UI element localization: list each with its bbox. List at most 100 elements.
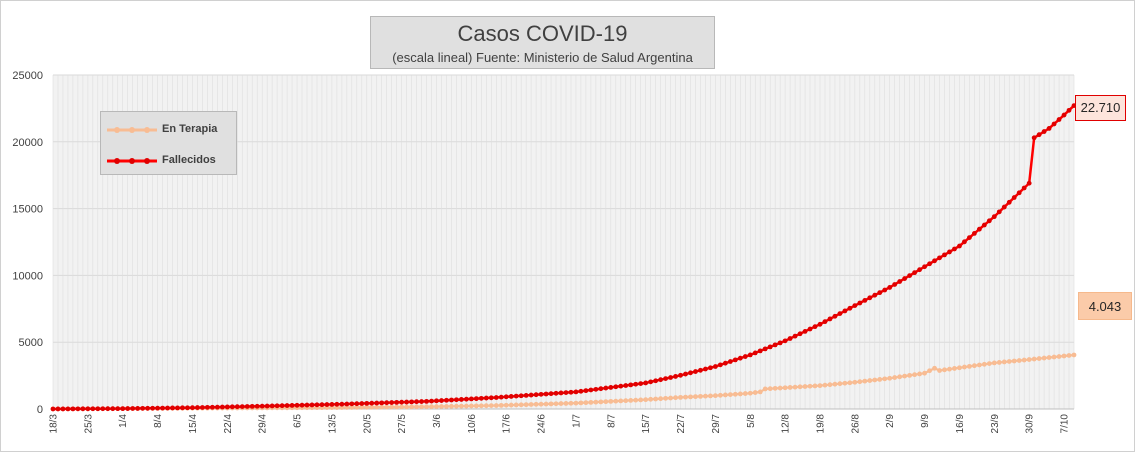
callout-en-terapia: 4.043 [1078,292,1132,320]
data-point-en-terapia [573,400,579,406]
data-point-en-terapia [339,405,345,410]
data-point-fallecidos [498,394,504,400]
data-point-en-terapia [1001,359,1007,365]
data-point-fallecidos [533,392,539,398]
data-point-en-terapia [384,404,390,410]
data-point-en-terapia [737,391,743,397]
data-point-en-terapia [593,399,599,405]
data-point-en-terapia [698,393,703,399]
x-tick-label: 22/4 [223,414,234,434]
data-point-fallecidos [658,377,664,383]
data-point-fallecidos [439,398,444,403]
data-point-fallecidos [772,342,778,348]
data-point-fallecidos [234,404,240,410]
data-point-en-terapia [937,368,942,373]
data-point-fallecidos [553,390,559,396]
x-tick-label: 16/9 [955,414,966,434]
data-point-fallecidos [757,348,763,354]
x-tick-label: 19/8 [815,414,826,434]
data-point-fallecidos [708,365,713,371]
data-point-fallecidos [897,279,903,284]
data-point-fallecidos [389,400,395,405]
x-tick-label: 13/5 [327,414,338,434]
data-point-en-terapia [663,395,668,401]
data-point-fallecidos [1041,129,1047,134]
data-point-en-terapia [523,402,529,408]
data-point-fallecidos [309,402,315,408]
data-point-fallecidos [742,354,748,359]
data-point-en-terapia [483,403,489,409]
x-tick-label: 8/7 [606,414,617,428]
data-point-en-terapia [478,403,484,409]
data-point-en-terapia [533,401,539,407]
data-point-fallecidos [140,405,146,411]
data-point-en-terapia [578,400,584,406]
data-point-en-terapia [553,401,559,407]
data-point-fallecidos [244,404,250,409]
data-point-en-terapia [379,404,385,410]
data-point-fallecidos [986,218,992,224]
data-point-fallecidos [513,393,519,399]
data-point-en-terapia [369,404,375,410]
data-point-fallecidos [324,402,330,407]
data-point-fallecidos [802,329,808,334]
data-point-fallecidos [399,399,405,405]
chart-subtitle: (escala lineal) Fuente: Ministerio de Sa… [392,50,693,65]
data-point-en-terapia [832,381,838,387]
data-point-en-terapia [1071,352,1077,358]
data-point-fallecidos [902,276,908,281]
data-point-fallecidos [518,393,524,399]
data-point-fallecidos [329,402,335,407]
data-point-en-terapia [708,393,713,399]
x-tick-label: 25/3 [83,414,94,434]
data-point-en-terapia [518,402,524,408]
data-point-en-terapia [996,360,1002,365]
data-point-fallecidos [145,405,151,411]
data-point-fallecidos [444,397,449,403]
data-point-fallecidos [319,402,325,408]
data-point-fallecidos [957,243,962,249]
data-point-en-terapia [892,375,898,380]
x-tick-label: 1/7 [571,414,582,428]
data-point-en-terapia [459,403,464,409]
data-point-en-terapia [354,404,360,410]
data-point-en-terapia [608,398,614,404]
data-point-fallecidos [424,398,429,404]
data-point-fallecidos [1056,117,1062,122]
legend-label-en-terapia: En Terapia [162,123,218,135]
data-point-en-terapia [424,404,429,410]
data-point-fallecidos [583,388,589,394]
data-point-en-terapia [902,373,908,379]
data-point-fallecidos [922,264,927,270]
data-point-fallecidos [1031,135,1037,141]
data-point-fallecidos [454,397,459,403]
data-point-en-terapia [693,394,698,400]
data-point-fallecidos [912,270,918,276]
data-point-fallecidos [264,403,270,409]
data-point-en-terapia [772,385,778,391]
data-point-fallecidos [1026,180,1032,186]
data-point-fallecidos [807,326,813,332]
x-tick-label: 1/4 [118,414,129,428]
data-point-fallecidos [359,401,365,406]
data-point-fallecidos [463,396,469,402]
legend: En Terapia Fallecidos [100,111,237,175]
data-point-fallecidos [523,393,529,398]
x-tick-label: 17/6 [502,414,513,434]
data-point-en-terapia [762,386,768,392]
y-tick-label: 20000 [12,137,43,149]
data-point-en-terapia [807,383,813,389]
data-point-en-terapia [633,397,639,403]
data-point-en-terapia [513,402,519,408]
data-point-fallecidos [85,406,91,412]
data-point-en-terapia [548,401,554,407]
data-point-en-terapia [389,404,395,410]
data-point-fallecidos [528,392,534,398]
data-point-fallecidos [95,406,101,412]
data-point-en-terapia [822,382,828,388]
data-point-fallecidos [593,386,599,392]
data-point-en-terapia [364,404,370,410]
data-point-en-terapia [722,392,728,398]
data-point-en-terapia [678,394,683,400]
data-point-fallecidos [678,372,683,378]
